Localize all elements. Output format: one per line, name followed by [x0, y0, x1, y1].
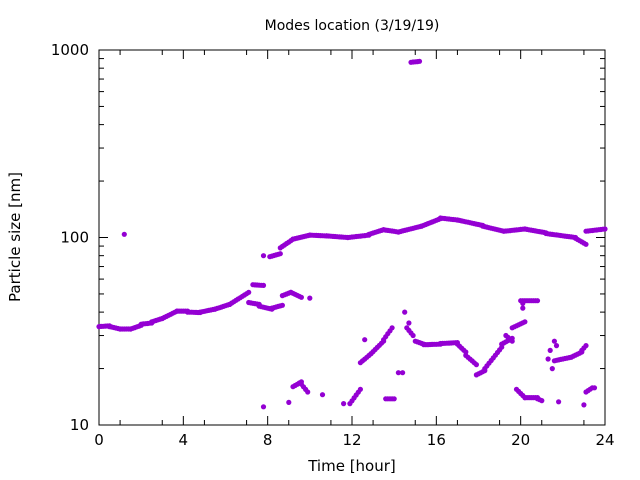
data-point — [260, 253, 267, 259]
data-point — [121, 231, 127, 237]
data-point — [391, 396, 397, 402]
data-point — [556, 399, 562, 405]
data-point — [357, 386, 363, 392]
x-tick-label: 12 — [342, 431, 361, 449]
data-point — [400, 370, 406, 376]
data-point — [553, 343, 560, 349]
data-point — [416, 58, 423, 64]
data-point — [522, 319, 528, 325]
y-axis-label: Particle size [nm] — [6, 172, 24, 302]
data-point — [362, 337, 368, 343]
data-point — [389, 325, 395, 331]
data-point — [520, 305, 526, 311]
data-point — [583, 343, 589, 349]
x-tick-label: 0 — [94, 431, 104, 449]
data-point — [551, 338, 558, 344]
axes: 0 4 8 12 16 20 24 10 100 1000 — [51, 41, 615, 449]
data-point — [277, 251, 283, 257]
data-point — [246, 289, 252, 295]
x-tick-label: 16 — [427, 431, 446, 449]
data-point — [279, 302, 285, 308]
data-point — [473, 362, 479, 368]
data-point — [260, 404, 267, 410]
data-point — [534, 298, 541, 304]
x-tick-label: 24 — [595, 431, 614, 449]
data-point — [286, 399, 292, 405]
data-point — [260, 282, 267, 288]
y-tick-label: 10 — [70, 416, 89, 434]
data-point — [395, 370, 401, 376]
y-tick-label: 1000 — [51, 41, 89, 59]
data-point — [305, 389, 311, 395]
data-point — [583, 241, 589, 247]
data-point — [591, 385, 598, 391]
x-tick-label: 20 — [511, 431, 530, 449]
data-point — [410, 332, 416, 339]
data-point — [539, 398, 545, 404]
data-point — [509, 338, 515, 344]
data-point — [547, 347, 553, 353]
x-axis-label: Time [hour] — [307, 457, 396, 475]
data-point — [307, 295, 313, 301]
x-tick-label: 4 — [179, 431, 189, 449]
data-point — [545, 356, 551, 362]
data-point — [581, 402, 587, 408]
x-tick-label: 8 — [263, 431, 273, 449]
data-point — [520, 300, 526, 306]
data-point — [549, 366, 555, 372]
data-points — [96, 58, 608, 410]
data-point — [319, 392, 326, 398]
data-point — [402, 309, 408, 315]
data-point — [298, 294, 304, 300]
data-point — [602, 226, 608, 232]
data-point — [406, 320, 412, 326]
data-point — [341, 401, 347, 407]
y-tick-label: 100 — [60, 229, 89, 247]
chart-title: Modes location (3/19/19) — [265, 18, 440, 34]
